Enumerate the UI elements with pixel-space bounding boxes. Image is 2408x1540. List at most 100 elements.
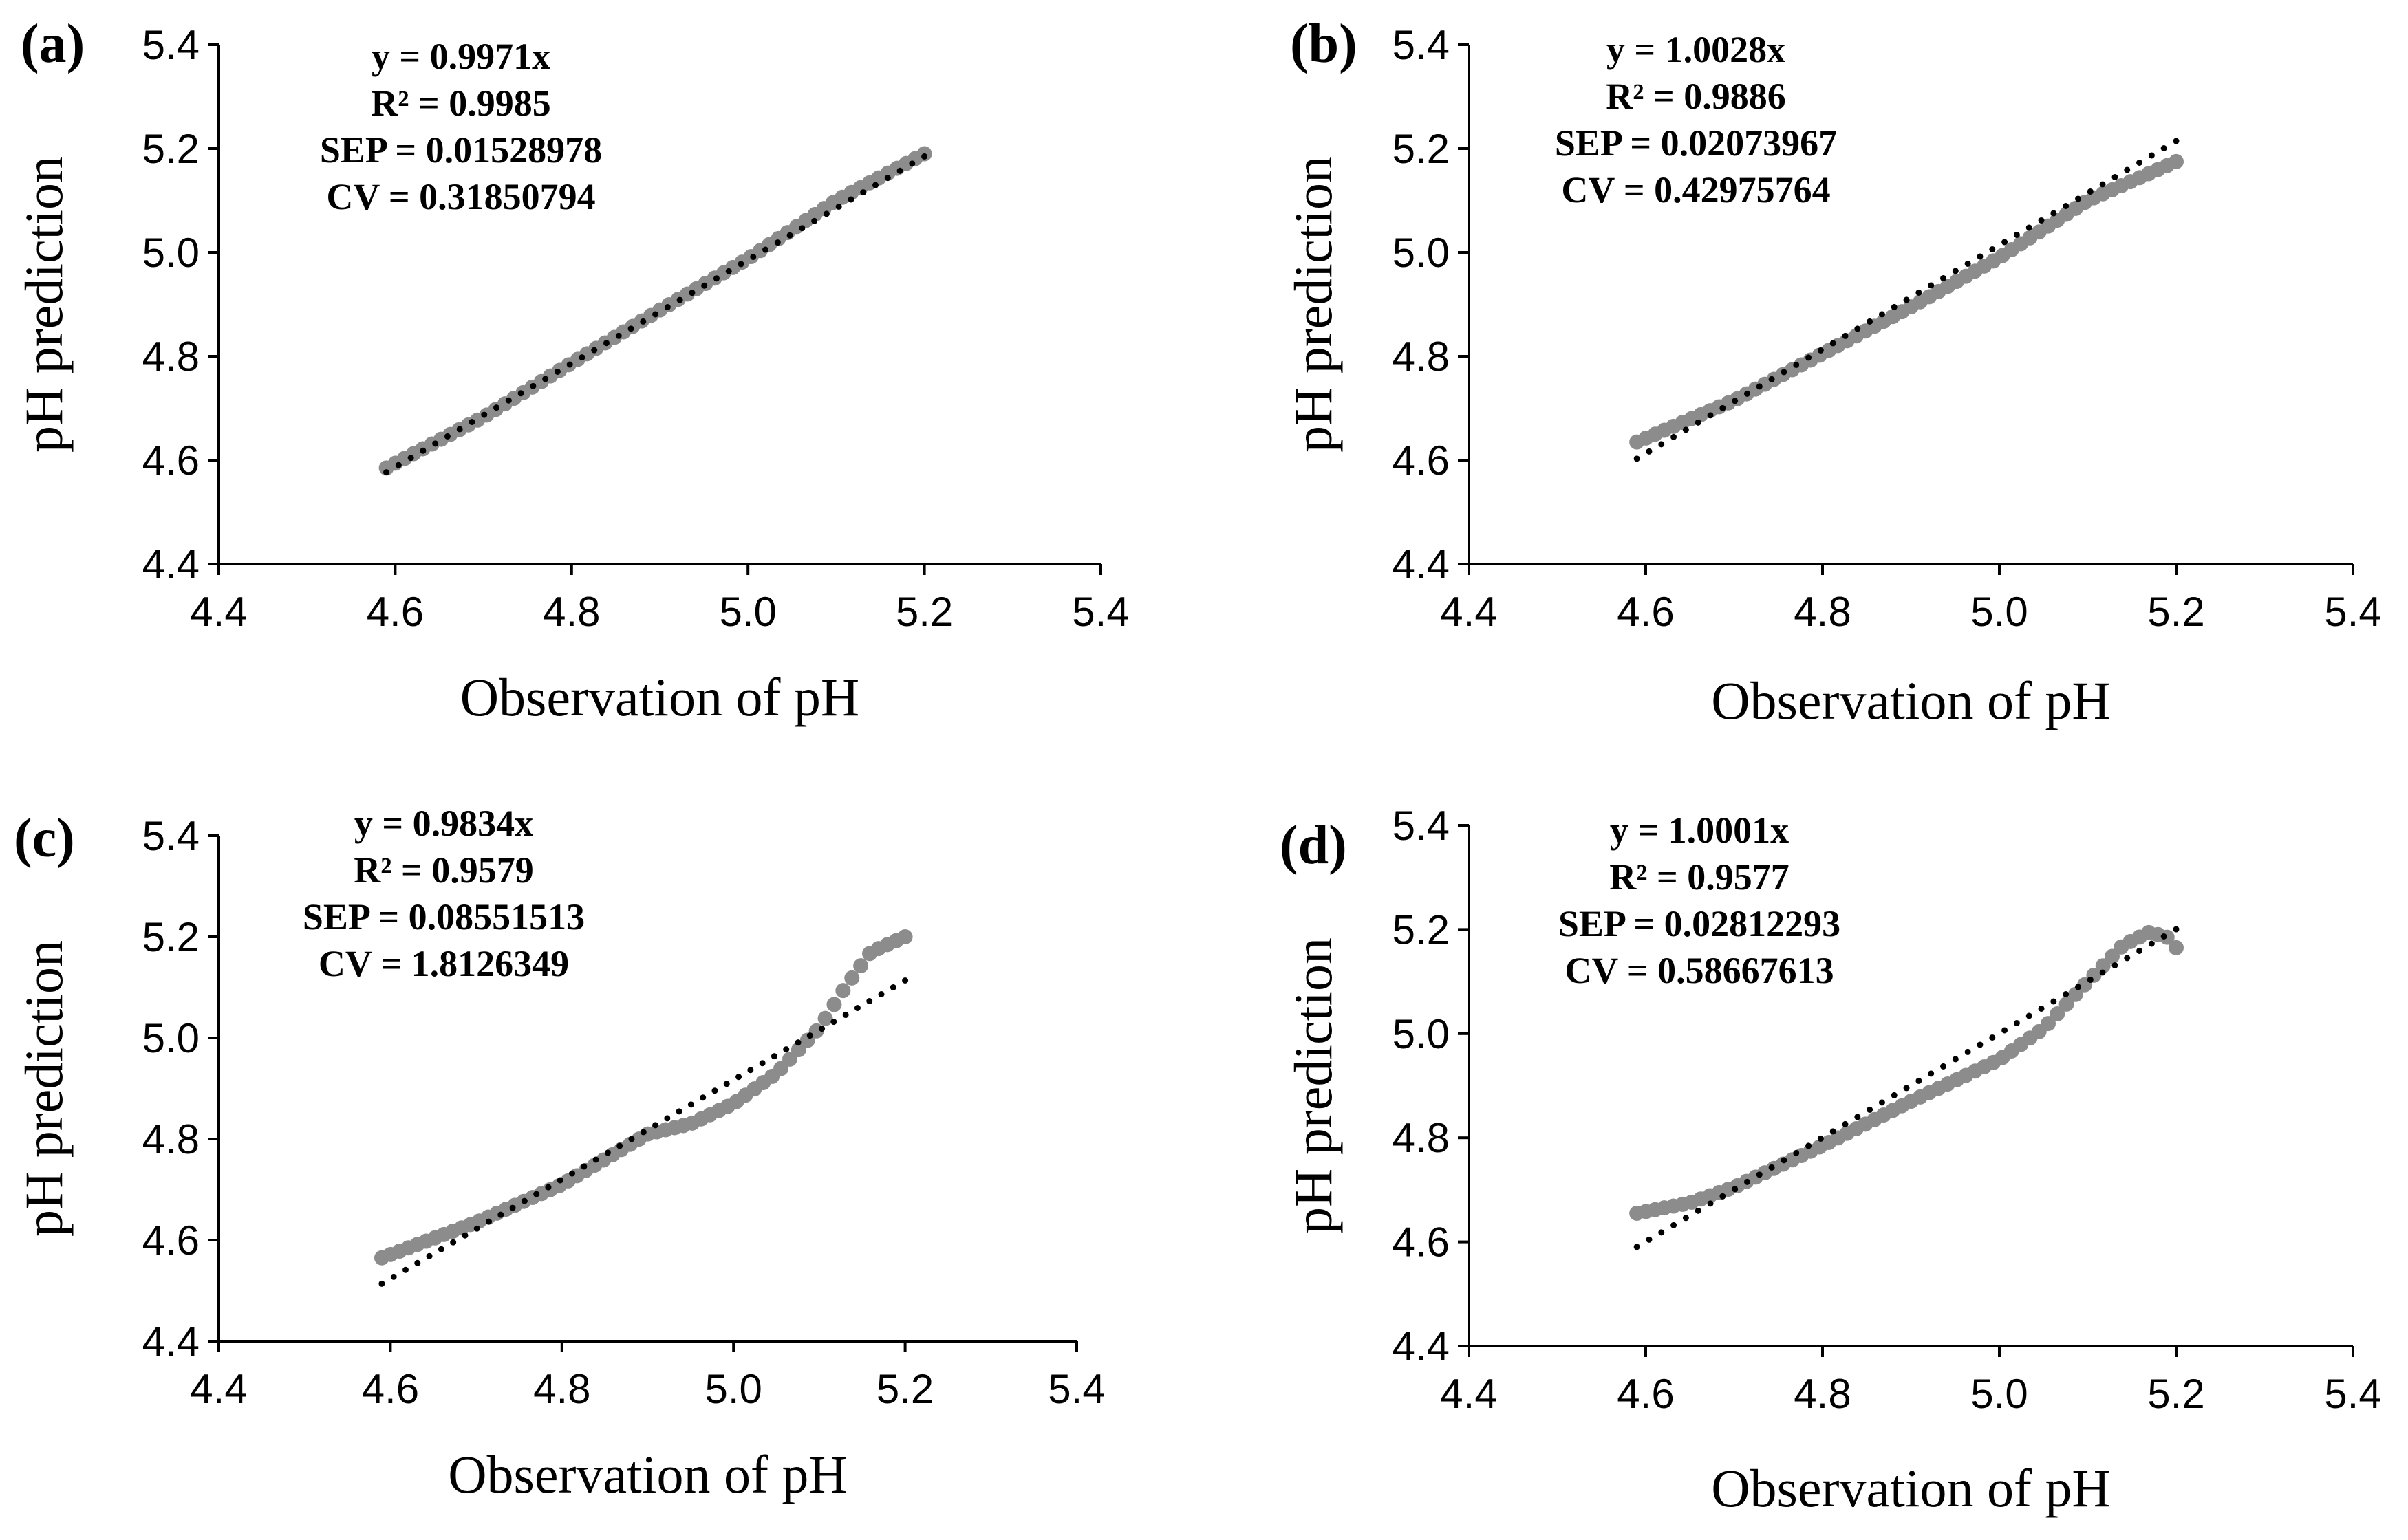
data-point bbox=[2095, 958, 2111, 974]
y-tick-label: 4.4 bbox=[1393, 1323, 1450, 1369]
trendline-dot bbox=[1695, 419, 1701, 426]
trendline-dot bbox=[1989, 246, 1996, 252]
trendline-dot bbox=[1989, 1034, 1996, 1041]
trendline-dot bbox=[1707, 1200, 1714, 1207]
y-tick-label: 4.4 bbox=[1393, 541, 1450, 587]
stat-text: y = 1.0028x bbox=[1606, 29, 1785, 70]
trendline-dot bbox=[1781, 1157, 1787, 1164]
trendline-dot bbox=[1928, 282, 1935, 289]
trendline-dot bbox=[628, 1136, 635, 1142]
x-tick-label: 4.6 bbox=[367, 589, 424, 635]
trendline-dot bbox=[1977, 253, 1984, 260]
trendline-dot bbox=[2050, 998, 2057, 1005]
trendline-dot bbox=[1646, 1236, 1653, 1243]
trendline-dot bbox=[517, 390, 524, 397]
trendline-dot bbox=[2063, 202, 2070, 209]
x-tick-label: 4.4 bbox=[190, 1366, 247, 1412]
trendline-dot bbox=[1743, 390, 1750, 397]
trendline-dot bbox=[854, 1005, 861, 1012]
trendline-dot bbox=[533, 1191, 540, 1197]
trendline-dot bbox=[592, 1156, 599, 1163]
trendline-dot bbox=[884, 175, 891, 182]
trendline-dot bbox=[426, 1252, 433, 1259]
x-tick-label: 4.8 bbox=[533, 1366, 590, 1412]
trendline-dot bbox=[395, 462, 402, 468]
x-axis-label: Observation of pH bbox=[1711, 1458, 2111, 1518]
trendline-dot bbox=[2025, 224, 2032, 231]
trendline-dot bbox=[711, 1087, 718, 1094]
trendline-dot bbox=[1633, 455, 1640, 462]
trendline-dot bbox=[444, 433, 451, 440]
y-axis-label: pH prediction bbox=[1283, 937, 1343, 1234]
trendline-dot bbox=[799, 225, 806, 232]
stat-text: CV = 0.58667613 bbox=[1565, 950, 1834, 991]
data-point bbox=[773, 1061, 789, 1076]
trendline-dot bbox=[1658, 1229, 1665, 1236]
trendline-dot bbox=[450, 1239, 457, 1246]
trendline-dot bbox=[2074, 984, 2081, 990]
trendline-dot bbox=[762, 246, 769, 253]
panel-letter: (a) bbox=[21, 14, 85, 74]
x-tick-label: 5.2 bbox=[2147, 1371, 2204, 1417]
trendline-dot bbox=[1940, 274, 1947, 281]
trendline-dot bbox=[1964, 1048, 1971, 1055]
x-axis-label: Observation of pH bbox=[1711, 671, 2111, 730]
y-tick-label: 5.0 bbox=[1393, 230, 1450, 276]
trendline-dot bbox=[1805, 354, 1812, 361]
data-point bbox=[853, 958, 869, 974]
trendline-dot bbox=[1768, 1164, 1775, 1171]
trendline-dot bbox=[545, 1184, 552, 1191]
trendline-dot bbox=[759, 1060, 766, 1067]
y-tick-label: 5.2 bbox=[142, 126, 200, 172]
trendline-dot bbox=[615, 332, 622, 339]
x-axis-label: Observation of pH bbox=[448, 1444, 848, 1504]
trendline-dot bbox=[1878, 311, 1885, 318]
stat-text: SEP = 0.02812293 bbox=[1558, 903, 1840, 944]
y-tick-label: 4.8 bbox=[1393, 334, 1450, 380]
trendline-dot bbox=[2148, 152, 2155, 159]
x-tick-label: 5.4 bbox=[2324, 1371, 2381, 1417]
trendline-dot bbox=[521, 1197, 528, 1204]
trendline-dot bbox=[497, 1211, 504, 1218]
trendline-dot bbox=[747, 1067, 754, 1074]
data-point bbox=[844, 970, 860, 986]
y-tick-label: 4.6 bbox=[1393, 1219, 1450, 1266]
trendline-dot bbox=[493, 404, 500, 411]
trendline-dot bbox=[1915, 1077, 1922, 1084]
trendline-dot bbox=[542, 376, 549, 382]
trendline-dot bbox=[735, 1074, 742, 1081]
trendline-dot bbox=[1646, 448, 1653, 455]
y-tick-label: 5.4 bbox=[142, 813, 200, 859]
y-tick-label: 4.6 bbox=[142, 1217, 200, 1264]
trendline-dot bbox=[2087, 976, 2094, 983]
trendline-dot bbox=[687, 1101, 694, 1108]
trendline-dot bbox=[786, 232, 793, 239]
trendline-dot bbox=[2111, 173, 2118, 180]
y-tick-label: 4.4 bbox=[142, 1319, 200, 1365]
trendline-dot bbox=[378, 1280, 385, 1287]
trendline-dot bbox=[750, 253, 757, 260]
trendline-dot bbox=[2173, 138, 2180, 144]
trendline-dot bbox=[1793, 361, 1800, 368]
data-point bbox=[2169, 153, 2184, 169]
x-tick-label: 5.2 bbox=[877, 1366, 934, 1412]
stat-text: y = 0.9971x bbox=[372, 36, 550, 77]
trendline-dot bbox=[1670, 433, 1677, 440]
trendline-dot bbox=[664, 304, 671, 311]
stat-text: SEP = 0.01528978 bbox=[320, 129, 602, 171]
trendline-dot bbox=[2001, 239, 2008, 246]
data-point bbox=[2050, 1006, 2065, 1021]
stat-text: y = 0.9834x bbox=[354, 803, 533, 844]
data-point bbox=[2058, 996, 2074, 1012]
trendline-dot bbox=[676, 1108, 682, 1115]
trendline-dot bbox=[1940, 1063, 1947, 1070]
trendline-dot bbox=[811, 217, 818, 224]
trendline-dot bbox=[579, 354, 585, 361]
trendline-dot bbox=[530, 382, 537, 389]
trendline-dot bbox=[569, 1170, 576, 1177]
trendline-dot bbox=[676, 296, 683, 303]
stat-text: SEP = 0.08551513 bbox=[303, 896, 585, 937]
y-tick-label: 5.4 bbox=[1393, 803, 1450, 849]
trendline-dot bbox=[860, 189, 867, 196]
